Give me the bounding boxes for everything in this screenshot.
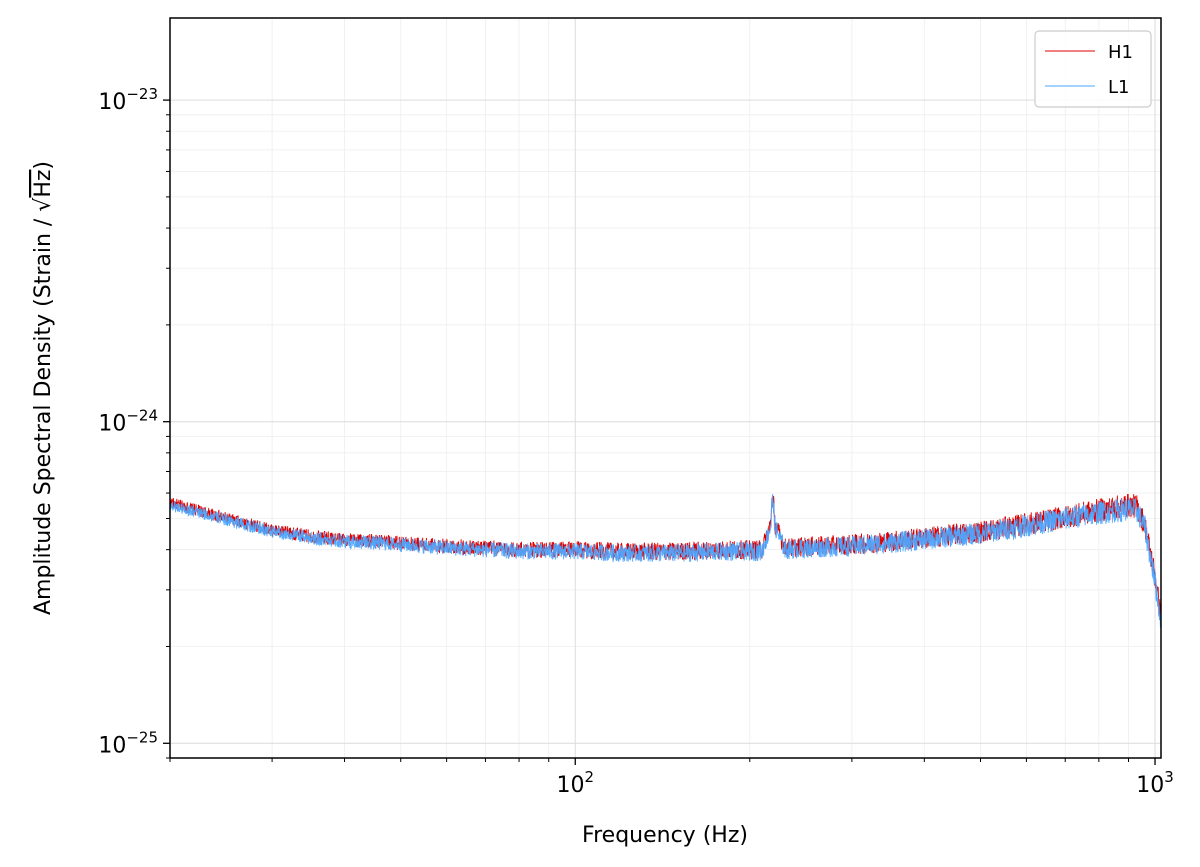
series-layer [170, 494, 1161, 630]
legend-label-l1: L1 [1108, 77, 1129, 98]
x-tick-label: 103 [1136, 768, 1174, 798]
y-tick-label: 10−24 [98, 407, 158, 437]
y-tick-label: 10−25 [98, 728, 158, 758]
x-tick-label: 102 [556, 768, 594, 798]
x-axis-label: Frequency (Hz) [582, 823, 748, 848]
y-axis-label: Amplitude Spectral Density (Strain / √Hz… [31, 161, 56, 615]
axis-ticks [163, 99, 1156, 765]
y-axis-label-prefix: Amplitude Spectral Density (Strain / [31, 212, 56, 615]
y-axis-label-radicand: Hz [31, 170, 56, 198]
major-gridlines [170, 18, 1161, 758]
y-axis-label-radical: √ [31, 197, 56, 212]
y-tick-label: 10−23 [98, 85, 158, 115]
tick-labels: 102 103 10−25 10−24 10−23 [98, 85, 1173, 798]
y-axis-label-suffix: ) [31, 161, 56, 170]
series-line-l1 [170, 494, 1161, 628]
minor-gridlines [169, 18, 1161, 759]
plot-frame [169, 17, 1162, 759]
legend-label-h1: H1 [1108, 42, 1133, 63]
legend-box [1034, 30, 1152, 108]
legend: H1 L1 [1034, 30, 1152, 108]
svg-text:Amplitude Spectral Density (St: Amplitude Spectral Density (Strain / √Hz… [31, 161, 56, 615]
